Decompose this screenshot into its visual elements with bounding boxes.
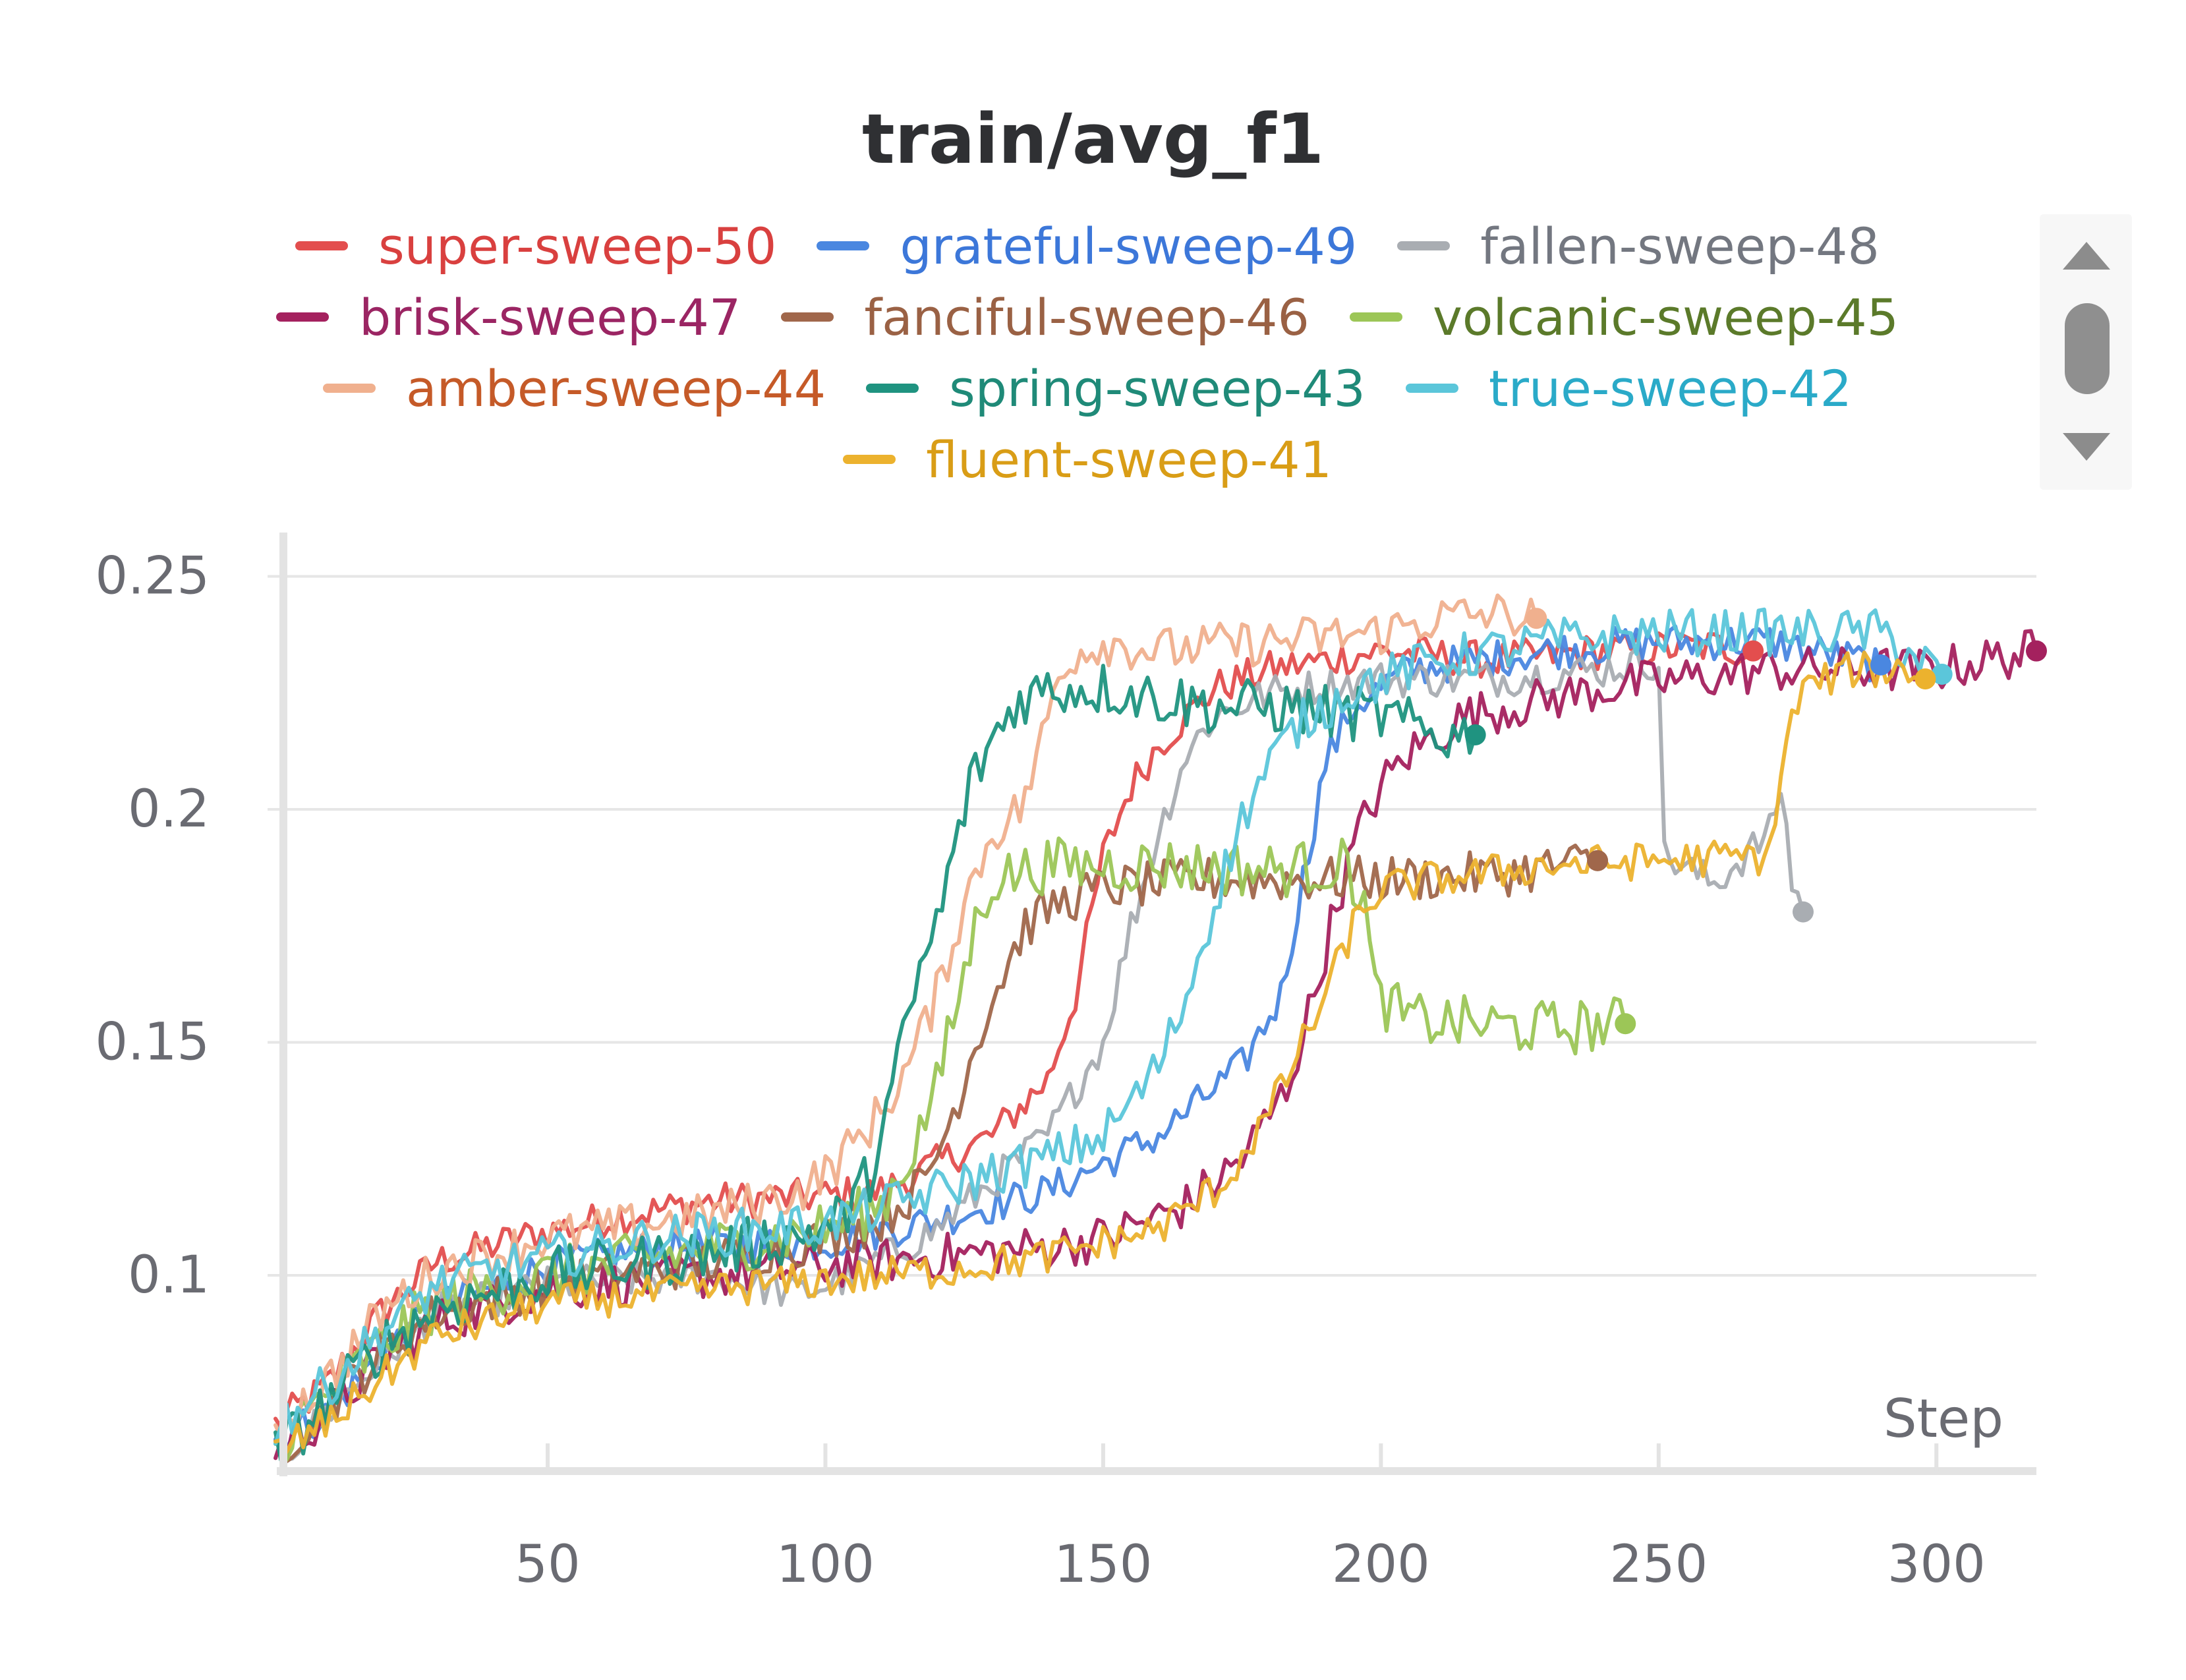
legend-item-amber-sweep-44[interactable]: amber-sweep-44 bbox=[323, 353, 826, 424]
legend-item-fluent-sweep-41[interactable]: fluent-sweep-41 bbox=[843, 424, 1332, 496]
legend-item-fallen-sweep-48[interactable]: fallen-sweep-48 bbox=[1397, 211, 1880, 282]
scroll-up-arrow-icon[interactable] bbox=[2063, 242, 2110, 270]
chart-title: train/avg_f1 bbox=[862, 99, 1324, 179]
legend-item-volcanic-sweep-45[interactable]: volcanic-sweep-45 bbox=[1349, 282, 1899, 353]
series-line-fluent-sweep-41 bbox=[273, 651, 1928, 1454]
x-tick-label: 200 bbox=[1332, 1535, 1430, 1594]
legend-label: amber-sweep-44 bbox=[406, 359, 826, 418]
legend-swatch bbox=[1397, 241, 1451, 250]
series-end-marker-grateful-sweep-49 bbox=[1870, 654, 1891, 676]
series-end-marker-volcanic-sweep-45 bbox=[1615, 1013, 1636, 1035]
legend-swatch bbox=[1405, 384, 1458, 393]
legend-row: brisk-sweep-47 fanciful-sweep-46 volcani… bbox=[165, 282, 2010, 353]
legend-row: fluent-sweep-41 bbox=[165, 424, 2010, 496]
legend-item-fanciful-sweep-46[interactable]: fanciful-sweep-46 bbox=[781, 282, 1309, 353]
series-line-spring-sweep-43 bbox=[273, 664, 1478, 1463]
legend-item-true-sweep-42[interactable]: true-sweep-42 bbox=[1405, 353, 1852, 424]
series-end-marker-amber-sweep-44 bbox=[1526, 608, 1547, 629]
y-tick-label: 0.25 bbox=[95, 547, 210, 606]
y-tick-label: 0.15 bbox=[95, 1013, 210, 1072]
x-tick-label: 50 bbox=[515, 1535, 580, 1594]
legend-item-super-sweep-50[interactable]: super-sweep-50 bbox=[295, 211, 776, 282]
series-end-marker-fluent-sweep-41 bbox=[1914, 668, 1936, 690]
legend-scrollbar[interactable] bbox=[2040, 214, 2132, 490]
legend-row: super-sweep-50 grateful-sweep-49 fallen-… bbox=[165, 211, 2010, 282]
legend-item-grateful-sweep-49[interactable]: grateful-sweep-49 bbox=[817, 211, 1357, 282]
legend-label: spring-sweep-43 bbox=[949, 359, 1366, 418]
legend-label: super-sweep-50 bbox=[378, 217, 777, 275]
legend-label: volcanic-sweep-45 bbox=[1432, 288, 1899, 347]
legend-label: fluent-sweep-41 bbox=[926, 430, 1332, 489]
series-line-true-sweep-42 bbox=[273, 607, 1944, 1446]
legend-swatch bbox=[295, 241, 349, 250]
series-line-amber-sweep-44 bbox=[273, 593, 1539, 1439]
legend-swatch bbox=[843, 455, 896, 464]
series-line-grateful-sweep-49 bbox=[273, 624, 1883, 1452]
series-end-marker-fallen-sweep-48 bbox=[1792, 901, 1814, 923]
y-tick-label: 0.1 bbox=[128, 1246, 210, 1305]
series-end-marker-super-sweep-50 bbox=[1742, 640, 1764, 662]
legend-label: fanciful-sweep-46 bbox=[864, 288, 1309, 347]
legend-swatch bbox=[275, 312, 329, 322]
legend-swatch bbox=[866, 384, 919, 393]
legend-swatch bbox=[323, 384, 376, 393]
legend-label: fallen-sweep-48 bbox=[1480, 217, 1880, 275]
series-line-fallen-sweep-48 bbox=[273, 647, 1805, 1461]
x-tick-label: 250 bbox=[1609, 1535, 1708, 1594]
series-end-marker-fanciful-sweep-46 bbox=[1587, 850, 1609, 871]
legend-row: amber-sweep-44 spring-sweep-43 true-swee… bbox=[165, 353, 2010, 424]
legend-label: true-sweep-42 bbox=[1488, 359, 1852, 418]
x-tick-label: 300 bbox=[1887, 1535, 1986, 1594]
scroll-down-arrow-icon[interactable] bbox=[2063, 433, 2110, 461]
series-line-volcanic-sweep-45 bbox=[273, 836, 1628, 1462]
series-line-brisk-sweep-47 bbox=[273, 629, 2038, 1461]
x-tick-label: 150 bbox=[1054, 1535, 1152, 1594]
x-tick-label: 100 bbox=[776, 1535, 875, 1594]
legend-item-spring-sweep-43[interactable]: spring-sweep-43 bbox=[866, 353, 1366, 424]
legend-label: brisk-sweep-47 bbox=[359, 288, 741, 347]
legend-item-brisk-sweep-47[interactable]: brisk-sweep-47 bbox=[275, 282, 741, 353]
y-tick-label: 0.2 bbox=[128, 780, 210, 839]
legend-swatch bbox=[781, 312, 834, 322]
legend-label: grateful-sweep-49 bbox=[900, 217, 1358, 275]
x-axis-title: Step bbox=[1884, 1388, 2003, 1449]
legend-swatch bbox=[817, 241, 870, 250]
series-end-marker-spring-sweep-43 bbox=[1464, 724, 1486, 745]
series-end-marker-true-sweep-42 bbox=[1931, 664, 1953, 685]
legend-swatch bbox=[1349, 312, 1402, 322]
series-line-fanciful-sweep-46 bbox=[273, 844, 1600, 1464]
series-end-marker-brisk-sweep-47 bbox=[2026, 640, 2047, 662]
scroll-thumb[interactable] bbox=[2065, 303, 2110, 394]
legend: super-sweep-50 grateful-sweep-49 fallen-… bbox=[165, 211, 2010, 496]
